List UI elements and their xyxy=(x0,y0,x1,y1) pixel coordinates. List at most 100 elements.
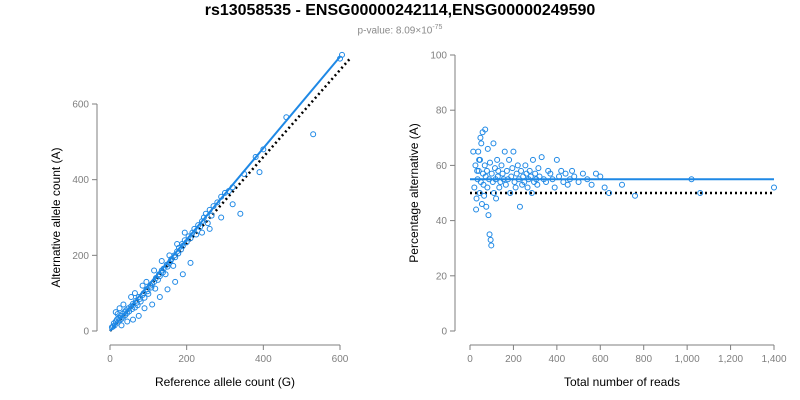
panel-1-y-tick-label: 600 xyxy=(72,100,89,111)
panel-2-data-point xyxy=(588,181,595,188)
panel-1-data-point xyxy=(252,153,259,160)
panel-1-data-point xyxy=(187,259,194,266)
panel-2-data-point xyxy=(481,192,488,199)
panel-2-data-point xyxy=(521,178,528,185)
panel-1-data-point xyxy=(148,284,155,291)
panel-2-data-point xyxy=(532,170,539,177)
panel-2-data-point xyxy=(481,162,488,169)
panel-2-data-point xyxy=(605,190,612,196)
panel-2-data-point xyxy=(632,192,639,199)
panel-2-data-point xyxy=(513,170,520,177)
panel-1-fit-line xyxy=(109,56,341,332)
panel-2-data-point xyxy=(562,170,569,177)
panel-1-data-point xyxy=(170,262,177,269)
panel-1-data-point xyxy=(152,285,159,292)
panel-1-data-point xyxy=(283,114,290,121)
panel-2-data-point xyxy=(527,173,534,180)
panel-1-data-point xyxy=(260,146,267,153)
panel-1-data-point xyxy=(172,278,179,285)
panel-1-data-point xyxy=(131,290,138,297)
panel-2-data-point xyxy=(494,156,501,163)
panel-2-data-point xyxy=(514,162,521,169)
panel-1-data-point xyxy=(218,214,225,221)
panel-2-data-point xyxy=(473,206,480,213)
panel-1-data-point xyxy=(110,323,117,330)
panel-2-data-point xyxy=(688,176,695,183)
panel-1-data-point xyxy=(135,312,142,319)
panel-1-data-point xyxy=(214,199,221,206)
panel-1-data-point xyxy=(179,242,186,249)
panel-1-data-point xyxy=(144,288,151,295)
panel-1-data-point xyxy=(204,220,211,227)
panel-2-data-point xyxy=(524,184,531,191)
panel-1-x-tick-label: 0 xyxy=(107,354,113,365)
panel-2-data-point xyxy=(484,145,491,152)
panel-1-data-point xyxy=(164,286,171,293)
panel-1-data-point xyxy=(145,290,152,297)
panel-2-data-point xyxy=(575,178,582,185)
panel-2-x-tick-label: 400 xyxy=(549,354,566,365)
panel-2-data-point xyxy=(476,190,483,196)
panel-1-x-tick-label: 200 xyxy=(178,354,195,365)
panel-2-y-axis-label: Percentage alternative (A) xyxy=(407,123,421,262)
panel-2-data-point xyxy=(490,190,497,196)
panel-2-data-point xyxy=(482,126,489,133)
panel-1-data-point xyxy=(193,231,200,238)
panel-2-data-point xyxy=(478,201,485,208)
panel-1-data-point xyxy=(229,184,236,191)
panel-2-data-point xyxy=(579,170,586,177)
panel-2-data-point xyxy=(495,167,502,174)
panel-1-data-point xyxy=(143,278,150,285)
panel-2-data-point xyxy=(487,236,494,243)
panel-1-data-point xyxy=(218,193,225,200)
panel-1-data-point xyxy=(191,225,198,232)
panel-2-data-point xyxy=(496,184,503,191)
panel-1-data-point xyxy=(139,282,146,289)
panel-1-data-point xyxy=(141,305,148,312)
panel-2-data-point xyxy=(491,165,498,172)
panel-2-data-point xyxy=(584,176,591,183)
panel-1-data-point xyxy=(229,201,236,208)
panel-1-data-point xyxy=(199,229,205,236)
panel-1-y-tick-label: 400 xyxy=(72,175,89,186)
panel-2-data-point xyxy=(512,184,519,191)
panel-2-data-point xyxy=(516,203,523,210)
panel-1-data-point xyxy=(151,267,158,274)
panel-1-data-point xyxy=(112,309,119,316)
panel-2-data-point xyxy=(564,181,571,188)
panel-1-data-point xyxy=(149,280,156,287)
panel-2-data-point xyxy=(547,170,554,177)
panel-2-data-point xyxy=(558,167,565,174)
panel-2-data-point xyxy=(475,148,482,155)
panel-2-x-tick-label: 600 xyxy=(592,354,609,365)
chart-subtitle: p-value: 8.09×10-75 xyxy=(0,24,800,36)
p-value-exponent: -75 xyxy=(432,24,443,31)
panel-1-data-point xyxy=(179,271,186,278)
panel-2-data-point xyxy=(500,176,507,183)
panel-1-data-point xyxy=(206,206,213,213)
panel-1-data-point xyxy=(137,298,144,305)
panel-2-data-point xyxy=(502,181,509,188)
panel-2-data-point xyxy=(476,156,483,163)
panel-2-data-point xyxy=(478,140,485,147)
panel-1-data-point xyxy=(134,302,141,309)
panel-1-y-axis-label: Alternative allele count (A) xyxy=(49,147,63,287)
panel-2-data-point xyxy=(597,173,604,180)
panel-2-data-point xyxy=(483,167,490,174)
panel-1-data-point xyxy=(310,131,317,138)
panel-1-x-tick-label: 400 xyxy=(255,354,272,365)
panel-2-data-point xyxy=(506,156,513,163)
panel-2-data-point xyxy=(494,173,501,180)
panel-1-data-point xyxy=(256,169,263,176)
panel-1-data-point xyxy=(116,305,123,312)
panel-2-data-point xyxy=(551,184,558,191)
panel-1-data-point xyxy=(120,301,127,308)
panel-2-x-tick-label: 1,400 xyxy=(761,354,786,365)
panel-2-data-point xyxy=(619,181,625,188)
panel-2-data-point xyxy=(480,181,487,188)
panel-2-data-point xyxy=(522,162,529,169)
panel-2-data-point xyxy=(508,173,515,180)
panel-2-data-point xyxy=(473,195,480,202)
panel-2-data-point xyxy=(569,167,576,174)
